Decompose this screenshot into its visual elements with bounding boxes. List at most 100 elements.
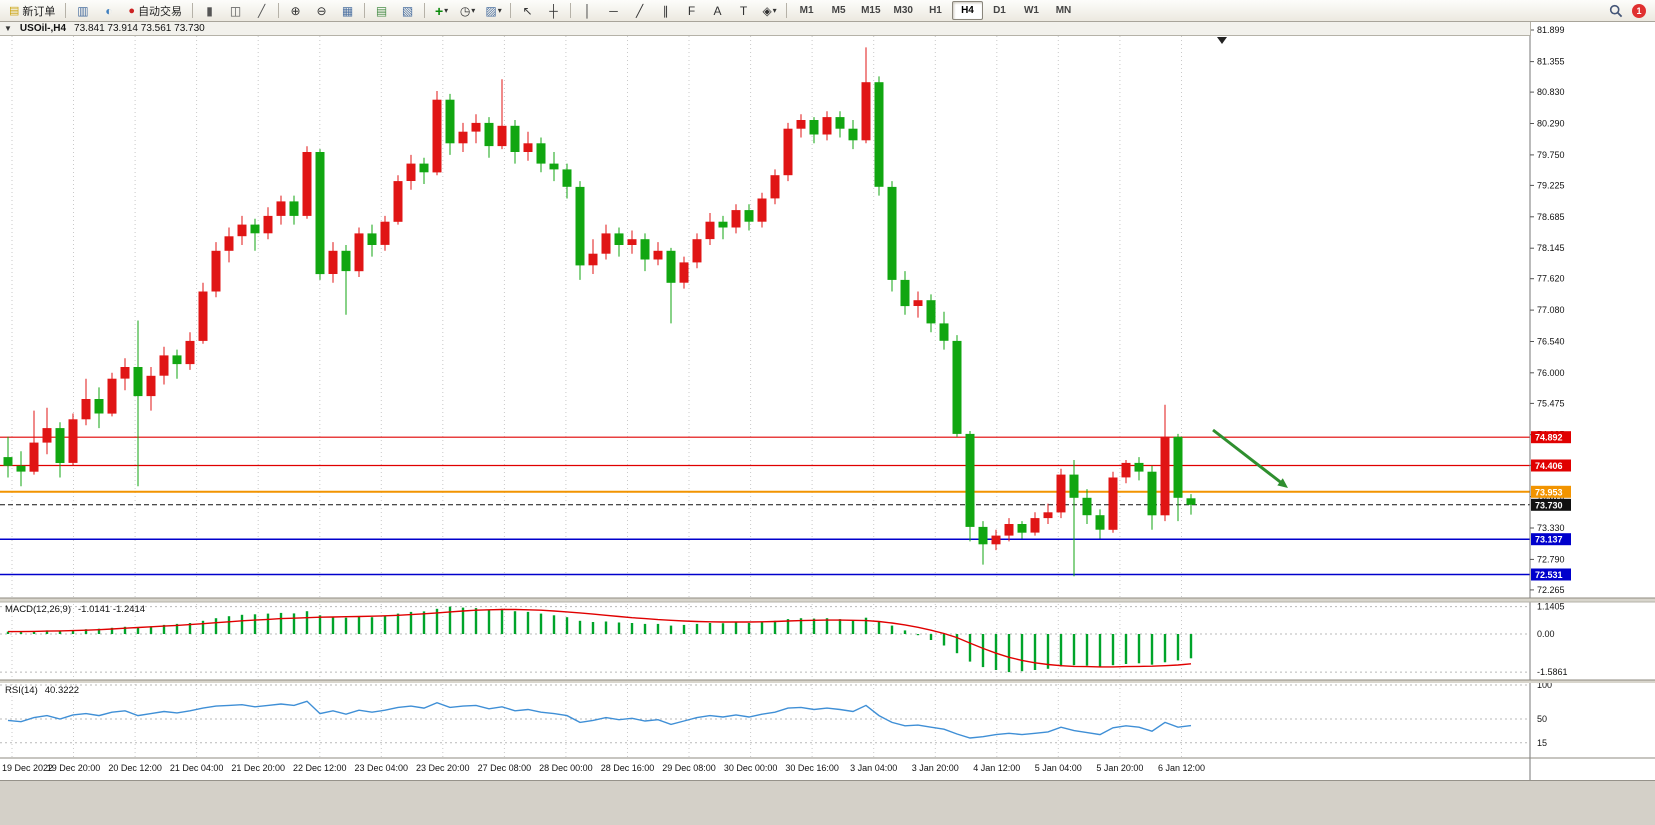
notification-badge[interactable]: 1 [1632, 3, 1646, 18]
svg-text:80.830: 80.830 [1537, 87, 1565, 97]
market-watch-icon[interactable]: ◐ [105, 3, 113, 18]
window-footer [0, 780, 1655, 825]
fibonacci-icon[interactable]: F [687, 3, 696, 18]
svg-text:3 Jan 04:00: 3 Jan 04:00 [850, 763, 897, 773]
toolbar-separator [364, 3, 366, 18]
svg-text:21 Dec 04:00: 21 Dec 04:00 [170, 763, 224, 773]
svg-text:81.899: 81.899 [1537, 25, 1565, 35]
chart-titlebar[interactable]: ▼ USOil-,H4 73.841 73.914 73.561 73.730 [0, 22, 1531, 36]
svg-text:78.145: 78.145 [1537, 243, 1565, 253]
templates-button[interactable]: ▨ ▾ [485, 3, 502, 18]
svg-text:22 Dec 12:00: 22 Dec 12:00 [293, 763, 347, 773]
auto-trading-button[interactable]: ● 自动交易 [128, 4, 183, 18]
timeframe-m15-button[interactable]: M15 [861, 5, 881, 16]
svg-text:19 Dec 20:00: 19 Dec 20:00 [47, 763, 101, 773]
svg-text:23 Dec 20:00: 23 Dec 20:00 [416, 763, 470, 773]
svg-text:77.620: 77.620 [1537, 274, 1565, 284]
text-label-icon[interactable]: T [739, 3, 748, 18]
svg-text:73.953: 73.953 [1535, 487, 1563, 497]
svg-text:23 Dec 04:00: 23 Dec 04:00 [355, 763, 409, 773]
charts-icon[interactable]: ▥ [77, 3, 89, 18]
crosshair-icon[interactable]: ┼ [549, 3, 558, 18]
svg-text:28 Dec 00:00: 28 Dec 00:00 [539, 763, 593, 773]
candlestick-chart-icon[interactable]: ◫ [229, 3, 242, 18]
svg-text:20 Dec 12:00: 20 Dec 12:00 [108, 763, 162, 773]
svg-text:74.892: 74.892 [1535, 433, 1563, 443]
svg-text:27 Dec 08:00: 27 Dec 08:00 [478, 763, 532, 773]
svg-text:74.406: 74.406 [1535, 461, 1563, 471]
indicators-window-icon[interactable]: ▤ [375, 3, 388, 18]
svg-text:1.1405: 1.1405 [1537, 602, 1565, 612]
svg-text:29 Dec 08:00: 29 Dec 08:00 [662, 763, 716, 773]
timeframe-d1-button[interactable]: D1 [993, 5, 1006, 16]
svg-text:0.00: 0.00 [1537, 629, 1555, 639]
macd-panel [6, 606, 1193, 673]
svg-text:21 Dec 20:00: 21 Dec 20:00 [231, 763, 285, 773]
add-indicator-button[interactable]: + ▾ [434, 2, 449, 19]
toolbar-separator [510, 3, 512, 18]
chart-ohlc: 73.841 73.914 73.561 73.730 [74, 23, 205, 34]
collapse-icon[interactable]: ▼ [4, 24, 12, 33]
svg-text:4 Jan 12:00: 4 Jan 12:00 [973, 763, 1020, 773]
data-window-icon[interactable]: ▧ [401, 3, 414, 18]
periods-button[interactable]: ◷ ▾ [459, 3, 476, 18]
trendline-icon[interactable]: ╱ [635, 3, 644, 18]
text-icon[interactable]: A [713, 3, 722, 18]
price-lines[interactable] [0, 436, 1530, 576]
bar-chart-icon[interactable]: ▮ [206, 3, 213, 18]
svg-text:73.730: 73.730 [1535, 500, 1563, 510]
svg-text:5 Jan 20:00: 5 Jan 20:00 [1096, 763, 1143, 773]
svg-text:50: 50 [1537, 714, 1547, 724]
svg-text:76.000: 76.000 [1537, 368, 1565, 378]
candlesticks [3, 47, 1196, 577]
svg-text:73.137: 73.137 [1535, 535, 1563, 545]
timeframe-h1-button[interactable]: H1 [929, 5, 942, 16]
channel-icon[interactable]: ∥ [662, 3, 669, 18]
timeframe-w1-button[interactable]: W1 [1023, 5, 1039, 16]
new-order-button[interactable]: ▤ 新订单 [9, 5, 56, 18]
toolbar-separator [65, 3, 67, 18]
toolbar-separator [786, 3, 788, 18]
toolbar-separator [278, 3, 280, 18]
line-chart-icon[interactable]: ╱ [257, 3, 266, 18]
timeframe-m5-button[interactable]: M5 [831, 5, 846, 16]
toolbar: ▤ 新订单 ▥ ◐ ● 自动交易 ▮ ◫ ╱ ⊕ ⊖ ▦ ▤ ▧ + ▾ ◷ ▾ ▨ ▾ ↖ ┼ │ ─ ╱ ∥ F A T ◈ ▾ M1 M… [0, 0, 1655, 22]
svg-text:3 Jan 20:00: 3 Jan 20:00 [912, 763, 959, 773]
svg-text:28 Dec 16:00: 28 Dec 16:00 [601, 763, 655, 773]
search-icon[interactable] [1603, 0, 1628, 21]
chart-symbol: USOil-,H4 [19, 23, 67, 34]
svg-text:72.790: 72.790 [1537, 554, 1565, 564]
vertical-line-icon[interactable]: │ [583, 3, 592, 18]
timeframe-mn-button[interactable]: MN [1055, 5, 1072, 16]
svg-text:73.330: 73.330 [1537, 523, 1565, 533]
shapes-button[interactable]: ◈ ▾ [762, 3, 777, 18]
svg-text:79.750: 79.750 [1537, 150, 1565, 160]
chart-area[interactable]: 19 Dec 2022 19 Dec 20:00 20 Dec 12:00 21 De… [0, 22, 1655, 780]
zoom-in-icon[interactable]: ⊕ [290, 3, 301, 18]
svg-text:78.685: 78.685 [1537, 212, 1565, 222]
svg-text:81.355: 81.355 [1537, 57, 1565, 67]
svg-text:5 Jan 04:00: 5 Jan 04:00 [1035, 763, 1082, 773]
svg-text:77.080: 77.080 [1537, 305, 1565, 315]
panel-splitters[interactable] [0, 597, 1655, 759]
zoom-out-icon[interactable]: ⊖ [316, 3, 327, 18]
svg-text:75.475: 75.475 [1537, 398, 1565, 408]
svg-text:-1.5861: -1.5861 [1537, 667, 1568, 677]
svg-text:100: 100 [1537, 680, 1552, 690]
svg-text:80.290: 80.290 [1537, 119, 1565, 129]
annotation-arrow[interactable] [1212, 428, 1288, 488]
svg-text:19 Dec 2022: 19 Dec 2022 [2, 763, 53, 773]
horizontal-line-icon[interactable]: ─ [609, 3, 618, 18]
cursor-icon[interactable]: ↖ [522, 3, 533, 18]
svg-text:72.265: 72.265 [1537, 585, 1565, 595]
timeframe-m1-button[interactable]: M1 [799, 5, 814, 16]
svg-text:72.531: 72.531 [1535, 570, 1563, 580]
timeframe-m30-button[interactable]: M30 [893, 5, 913, 16]
price-axis[interactable]: 81.899 81.355 80.830 80.290 79.750 79.225 78.6… [1529, 22, 1571, 780]
tile-windows-icon[interactable]: ▦ [341, 3, 354, 18]
timeframe-h4-button[interactable]: H4 [951, 1, 983, 20]
chart-shift-marker[interactable] [1217, 37, 1227, 44]
svg-text:15: 15 [1537, 738, 1547, 748]
